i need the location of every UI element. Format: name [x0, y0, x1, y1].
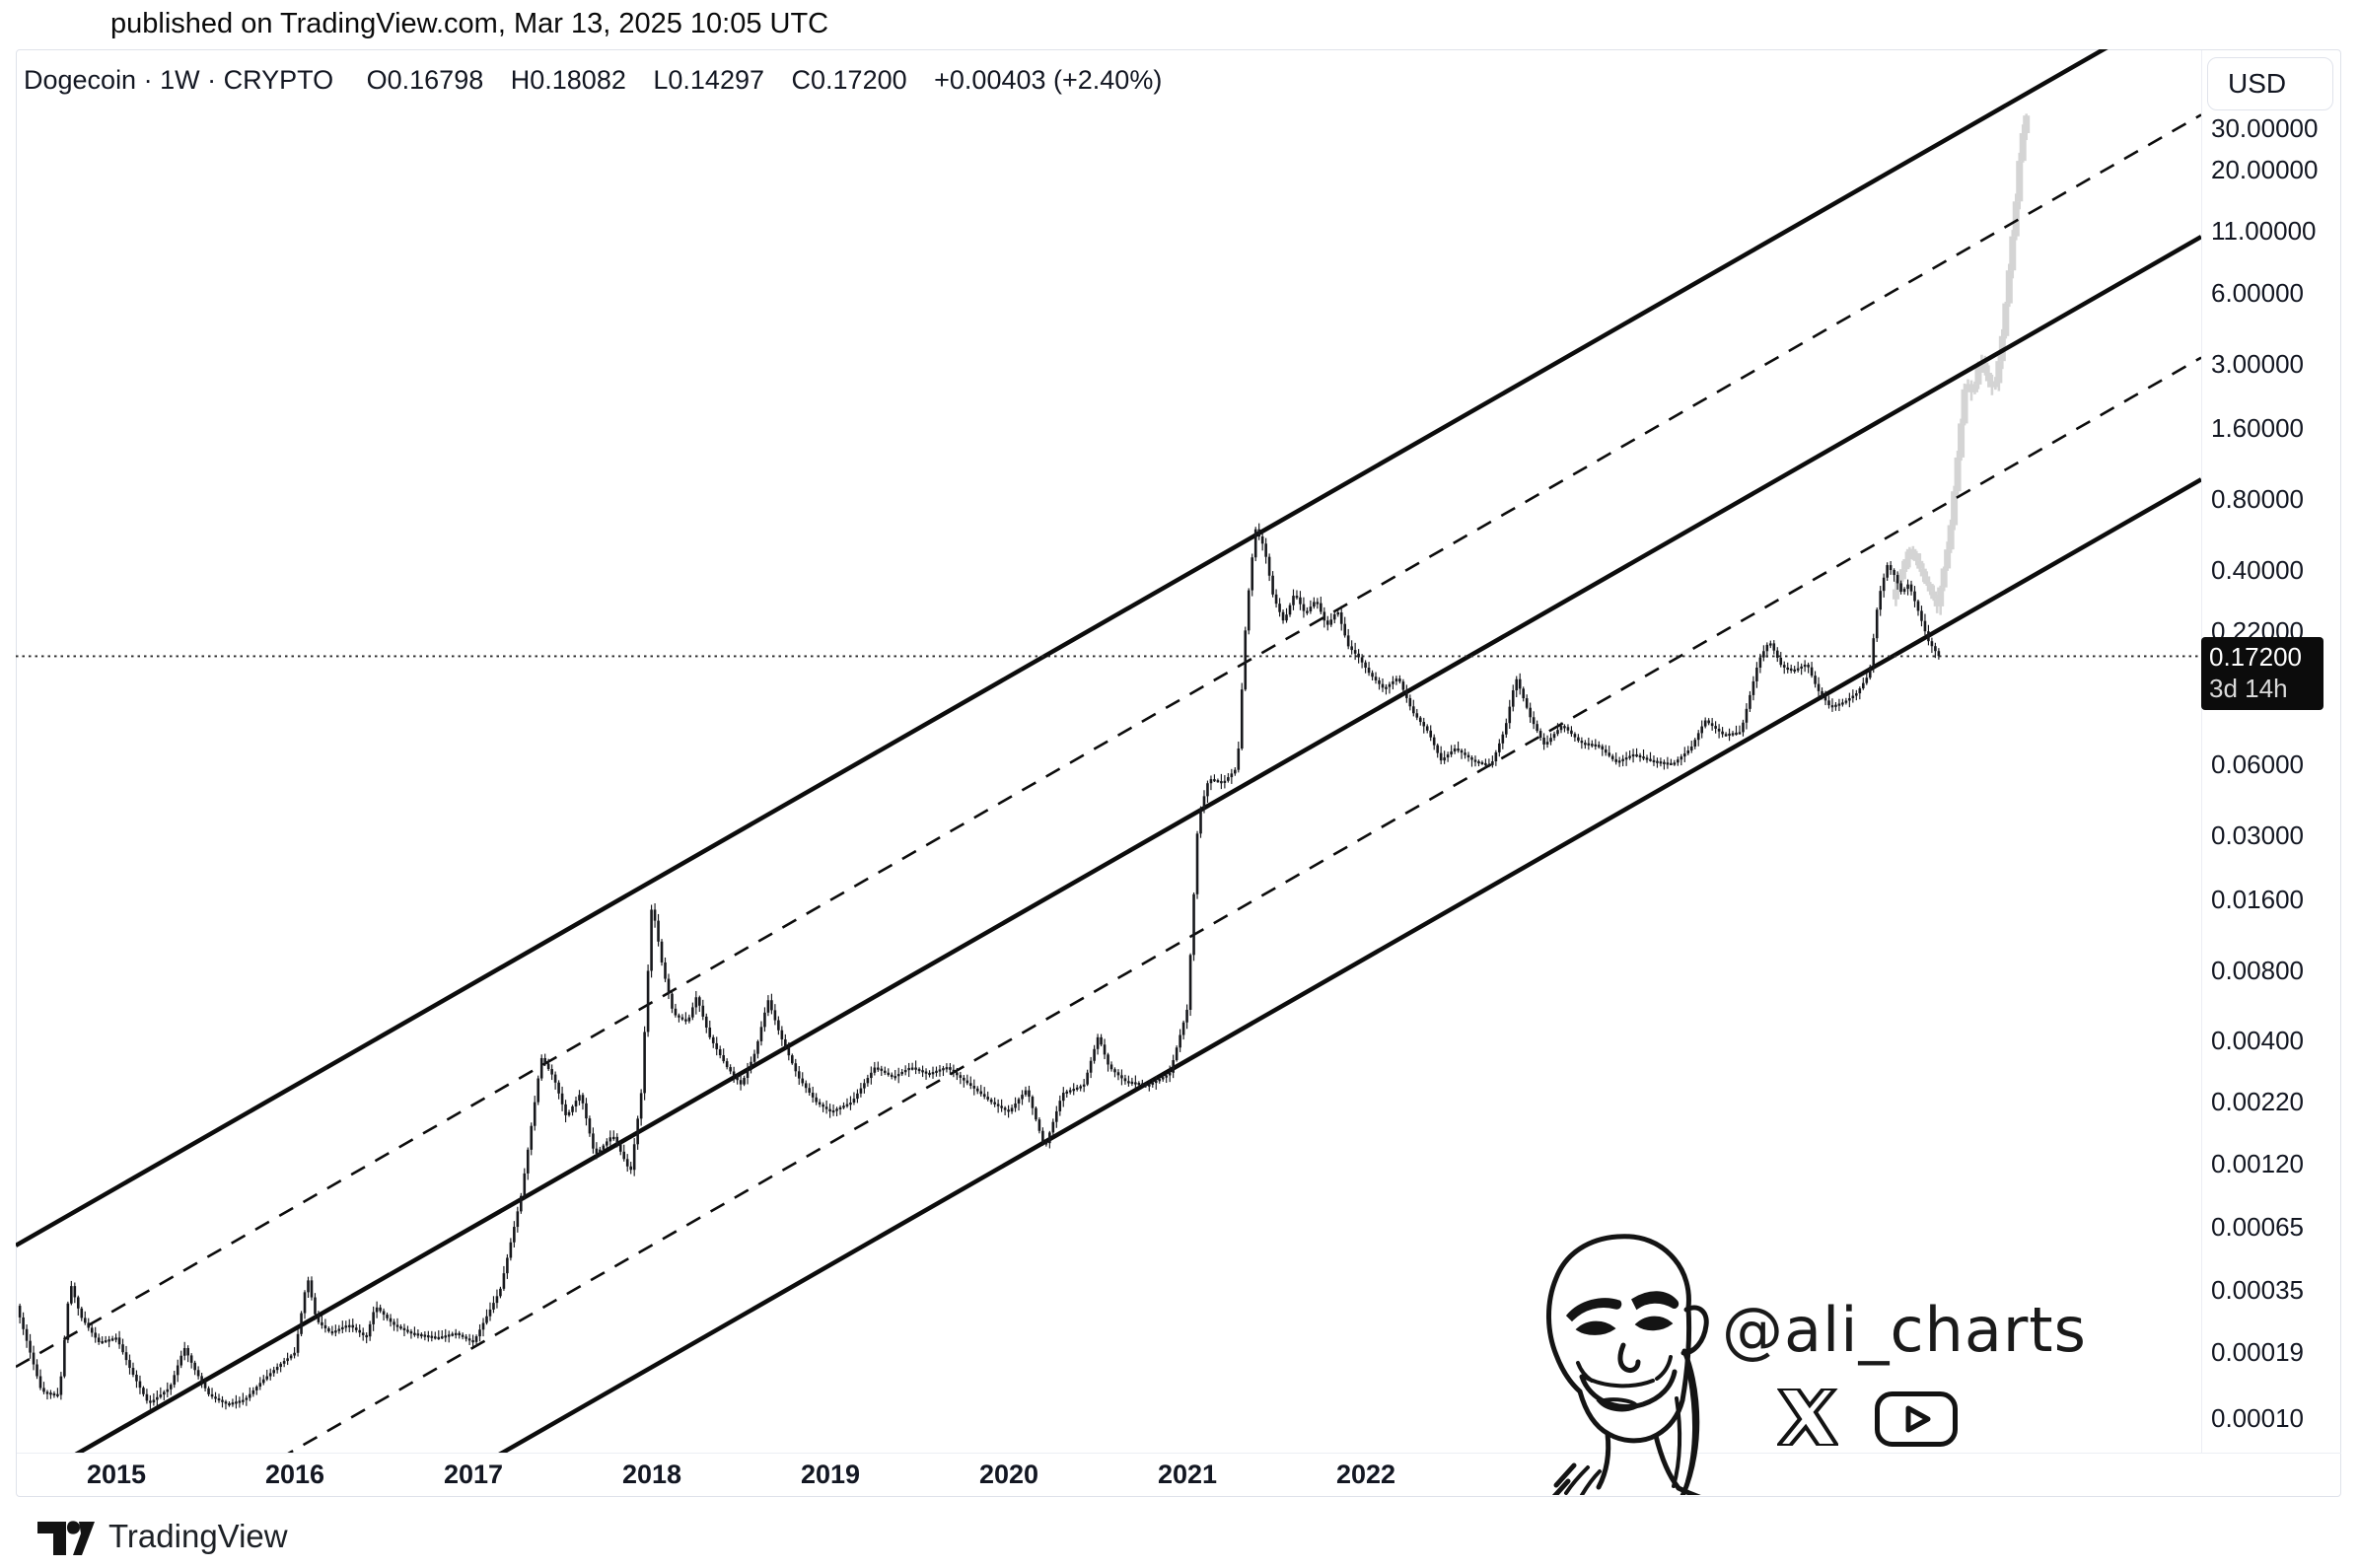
- high-value: H0.18082: [510, 65, 626, 95]
- last-price: 0.17200: [2209, 642, 2302, 673]
- published-caption: published on TradingView.com, Mar 13, 20…: [110, 8, 829, 39]
- currency-unit-button[interactable]: USD: [2207, 57, 2333, 110]
- price-candles: [18, 523, 1941, 1410]
- change-value: +0.00403 (+2.40%): [934, 65, 1163, 95]
- chart-legend: Dogecoin · 1W · CRYPTO O0.16798 H0.18082…: [24, 65, 1181, 96]
- youtube-logo-icon: [1875, 1391, 1958, 1447]
- artist-handle: @ali_charts: [1722, 1294, 2087, 1366]
- close-value: C0.17200: [791, 65, 907, 95]
- chart-card: [16, 49, 2341, 1497]
- time-scale-separator: [17, 1453, 2341, 1454]
- last-price-badge: 0.17200 3d 14h: [2201, 637, 2323, 711]
- tradingview-wordmark: TradingView: [108, 1518, 288, 1554]
- price-scale-separator: [2201, 50, 2202, 1453]
- tradingview-icon: [37, 1521, 95, 1555]
- tradingview-logo: TradingView: [36, 1515, 288, 1558]
- open-value: O0.16798: [366, 65, 484, 95]
- projection-candles: [1892, 113, 2031, 615]
- x-logo-icon: [1777, 1389, 1838, 1446]
- symbol-title: Dogecoin · 1W · CRYPTO: [24, 65, 334, 95]
- parallel-channel: [16, 49, 2201, 1453]
- artist-face-illustration: [1546, 1234, 1709, 1495]
- bar-countdown: 3d 14h: [2209, 674, 2288, 704]
- low-value: L0.14297: [653, 65, 764, 95]
